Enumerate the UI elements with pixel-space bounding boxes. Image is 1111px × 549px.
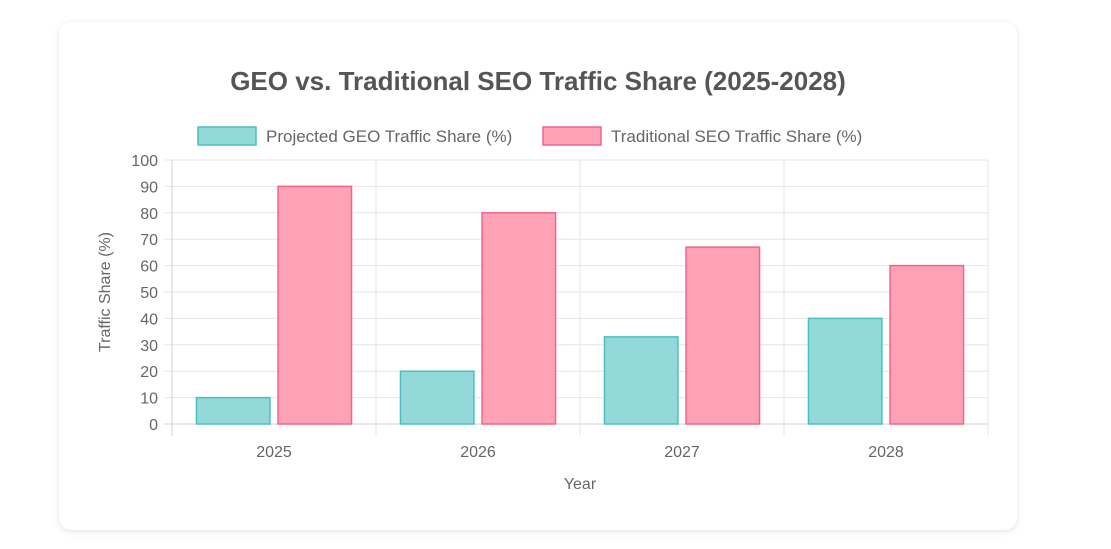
bars [195, 185, 965, 425]
y-tick-label: 70 [140, 232, 158, 249]
y-axis-ticks: 0 10 20 30 40 50 60 70 80 90 100 [131, 153, 158, 434]
x-axis-ticks: 2025 2026 2027 2028 [256, 444, 904, 461]
y-tick-label: 40 [140, 311, 158, 328]
y-tick-label: 0 [149, 417, 158, 434]
x-tick-label: 2026 [460, 444, 496, 461]
bar-seo-2026 [481, 212, 557, 425]
bar-seo-2027 [685, 246, 761, 425]
legend-label-seo: Traditional SEO Traffic Share (%) [611, 127, 862, 146]
y-tick-label: 60 [140, 259, 158, 276]
y-tick-label: 20 [140, 364, 158, 381]
y-tick-label: 30 [140, 338, 158, 355]
bar-seo-2028 [889, 264, 965, 425]
x-tick-label: 2027 [664, 444, 700, 461]
bar-geo-2026 [399, 370, 475, 425]
legend-label-geo: Projected GEO Traffic Share (%) [266, 127, 512, 146]
y-axis-title: Traffic Share (%) [97, 232, 114, 352]
y-tick-label: 90 [140, 179, 158, 196]
x-tick-label: 2028 [868, 444, 904, 461]
y-tick-label: 100 [131, 153, 158, 170]
x-axis-title: Year [564, 476, 597, 493]
chart-title: GEO vs. Traditional SEO Traffic Share (2… [230, 66, 846, 96]
bar-geo-2025 [195, 396, 271, 425]
legend: Projected GEO Traffic Share (%) Traditio… [197, 126, 862, 146]
y-tick-label: 10 [140, 391, 158, 408]
bar-geo-2027 [603, 336, 679, 425]
legend-swatch-seo [542, 126, 602, 146]
legend-swatch-geo [197, 126, 257, 146]
y-tick-label: 80 [140, 206, 158, 223]
x-tick-label: 2025 [256, 444, 292, 461]
bar-geo-2028 [807, 317, 883, 425]
y-tick-label: 50 [140, 285, 158, 302]
bar-seo-2025 [277, 185, 353, 425]
